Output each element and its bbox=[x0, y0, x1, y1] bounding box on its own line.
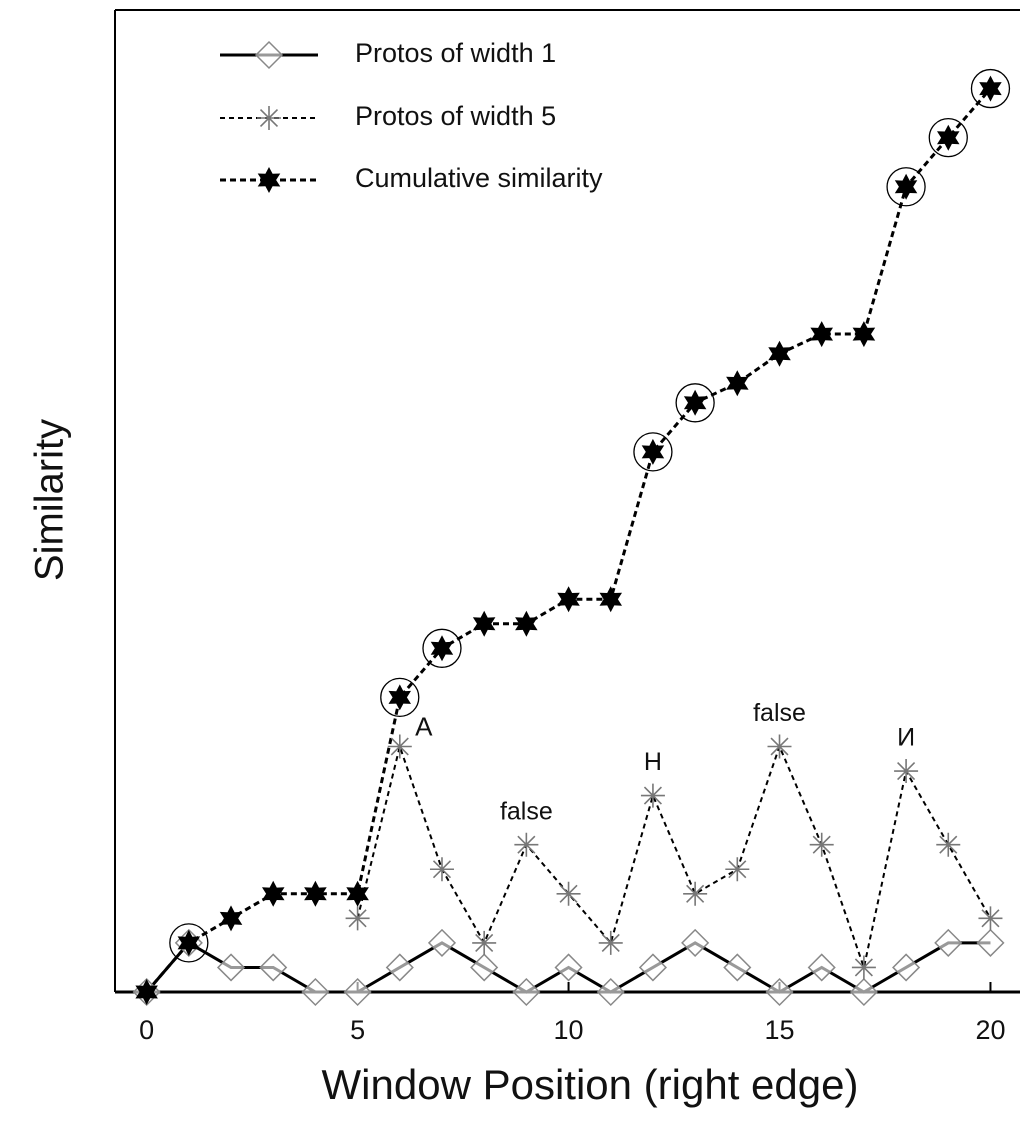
marker-star bbox=[768, 340, 791, 367]
marker-star bbox=[430, 635, 454, 662]
marker-star bbox=[135, 979, 158, 1005]
x-tick-label: 20 bbox=[975, 1015, 1005, 1045]
marker-diamond bbox=[934, 928, 963, 957]
marker-diamond bbox=[892, 953, 921, 982]
marker-asterisk bbox=[767, 734, 792, 759]
marker-star bbox=[557, 586, 580, 613]
marker-star bbox=[472, 610, 496, 637]
x-tick-label: 10 bbox=[554, 1015, 584, 1045]
marker-diamond bbox=[385, 953, 414, 982]
highlight-circle bbox=[928, 118, 968, 158]
marker-diamond bbox=[301, 977, 330, 1007]
annotation: A bbox=[415, 711, 433, 741]
marker-diamond bbox=[596, 977, 625, 1007]
marker-asterisk bbox=[851, 955, 876, 980]
marker-star bbox=[641, 438, 665, 465]
marker-diamond bbox=[765, 977, 794, 1007]
marker-asterisk bbox=[387, 734, 412, 759]
marker-asterisk bbox=[894, 759, 919, 784]
marker-star bbox=[515, 610, 538, 637]
highlight-circle bbox=[675, 383, 715, 423]
marker-diamond bbox=[638, 953, 667, 982]
marker-star bbox=[937, 124, 960, 151]
marker-star bbox=[810, 321, 833, 348]
marker-diamond bbox=[723, 953, 752, 982]
marker-star bbox=[894, 173, 918, 200]
marker-asterisk bbox=[809, 832, 834, 857]
marker-star bbox=[388, 684, 411, 711]
marker-star bbox=[852, 321, 876, 348]
x-tick-label: 0 bbox=[139, 1015, 154, 1045]
marker-asterisk bbox=[429, 857, 454, 882]
x-tick-label: 5 bbox=[350, 1015, 365, 1045]
annotation: false bbox=[753, 699, 806, 727]
marker-asterisk bbox=[257, 106, 281, 130]
annotation: H bbox=[644, 748, 662, 776]
marker-star bbox=[979, 75, 1002, 102]
annotation: И bbox=[897, 724, 915, 752]
marker-star bbox=[599, 586, 622, 613]
marker-star bbox=[683, 389, 707, 416]
marker-asterisk bbox=[514, 832, 539, 857]
highlight-circle bbox=[970, 68, 1011, 109]
series-line bbox=[356, 742, 992, 972]
marker-diamond bbox=[681, 928, 710, 957]
highlight-circle bbox=[422, 628, 462, 668]
highlight-circle bbox=[886, 167, 926, 207]
marker-diamond bbox=[259, 953, 288, 982]
series-line bbox=[145, 87, 992, 993]
marker-star bbox=[304, 880, 327, 907]
x-tick-label: 15 bbox=[764, 1015, 794, 1045]
annotation: false bbox=[500, 797, 553, 825]
marker-diamond bbox=[849, 977, 878, 1007]
marker-star bbox=[177, 929, 201, 956]
marker-diamond bbox=[254, 40, 284, 70]
highlight-circle bbox=[380, 677, 420, 718]
legend-label: Protos of width 5 bbox=[355, 101, 556, 131]
marker-asterisk bbox=[472, 930, 497, 955]
marker-star bbox=[219, 905, 243, 932]
marker-star bbox=[346, 880, 369, 907]
marker-star bbox=[262, 880, 285, 907]
marker-asterisk bbox=[936, 832, 961, 857]
marker-asterisk bbox=[640, 783, 665, 808]
marker-star bbox=[726, 370, 749, 397]
marker-asterisk bbox=[345, 906, 370, 931]
marker-asterisk bbox=[683, 881, 708, 906]
marker-diamond bbox=[554, 953, 583, 982]
marker-diamond bbox=[512, 977, 541, 1007]
x-axis-label: Window Position (right edge) bbox=[322, 1061, 859, 1108]
legend-label: Protos of width 1 bbox=[355, 38, 556, 68]
marker-diamond bbox=[343, 977, 372, 1007]
marker-asterisk bbox=[556, 881, 581, 906]
marker-asterisk bbox=[725, 857, 750, 882]
highlight-circle bbox=[633, 432, 673, 472]
y-axis-label: Similarity bbox=[28, 419, 72, 581]
marker-asterisk bbox=[598, 930, 623, 955]
marker-diamond bbox=[216, 953, 246, 982]
marker-asterisk bbox=[978, 906, 1003, 931]
marker-diamond bbox=[807, 953, 836, 982]
marker-star bbox=[257, 167, 281, 193]
marker-diamond bbox=[976, 928, 1005, 957]
legend-label: Cumulative similarity bbox=[355, 163, 603, 193]
marker-diamond bbox=[470, 953, 499, 982]
highlight-circle bbox=[169, 923, 209, 963]
marker-diamond bbox=[427, 928, 457, 957]
